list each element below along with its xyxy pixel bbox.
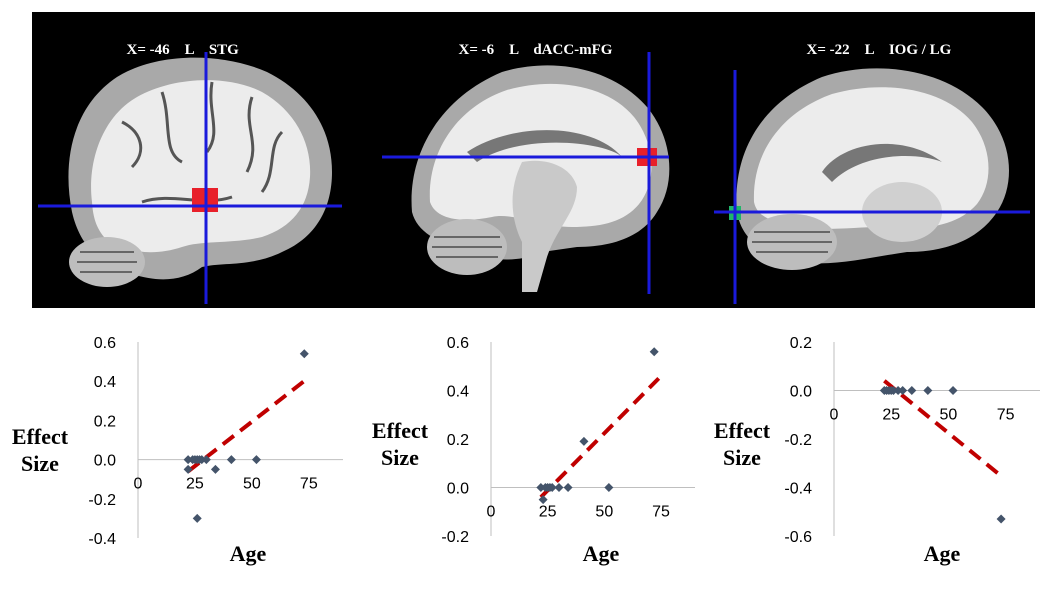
- x-tick-label: 50: [940, 407, 958, 424]
- y-tick-label: 0.2: [94, 413, 116, 430]
- data-point: [547, 483, 557, 492]
- y-axis-label-line1: Effect: [12, 424, 69, 449]
- brain-silhouette: [736, 68, 1009, 270]
- trendline: [539, 376, 661, 499]
- brain-slice-image: [382, 52, 670, 294]
- y-tick-label: -0.2: [784, 432, 812, 449]
- panel-coordinate-label: X= -46 L STG: [126, 42, 239, 58]
- x-tick-label: 75: [300, 476, 318, 493]
- scatter-chart-dacc: Effect Size Age -0.2 0.0 0.2 0.4 0.6 0 25 50 75: [372, 335, 695, 566]
- scatter-chart-iog: Effect Size Age -0.6 -0.4 -0.2 0.0 0.2 0 25 50 7…: [714, 335, 1040, 566]
- brain-slice-image: [714, 68, 1030, 304]
- x-tick-label: 50: [595, 504, 613, 521]
- y-axis-label-line2: Size: [723, 445, 761, 470]
- y-tick-label: 0.2: [447, 432, 469, 449]
- x-axis-label: Age: [230, 541, 267, 566]
- data-point: [893, 386, 903, 395]
- data-point: [201, 455, 211, 465]
- data-point: [898, 386, 908, 395]
- data-point: [210, 464, 220, 474]
- data-point: [923, 386, 933, 395]
- y-tick-label: 0.0: [447, 481, 469, 498]
- data-point: [554, 483, 564, 492]
- scatter-charts: Effect Size Age -0.4 -0.2 0.0 0.2 0.4 0.6 0 25 5…: [12, 335, 1040, 566]
- data-point: [536, 483, 546, 492]
- x-tick-label: 50: [243, 476, 261, 493]
- scatter-chart-stg: Effect Size Age -0.4 -0.2 0.0 0.2 0.4 0.6 0 25 5…: [12, 335, 343, 566]
- data-point: [183, 455, 193, 465]
- panel-coordinate-label: X= -22 L IOG / LG: [806, 42, 952, 58]
- y-axis-label-line2: Size: [381, 445, 419, 470]
- panel-coordinate-label: X= -6 L dACC-mFG: [458, 42, 613, 58]
- y-tick-label: 0.0: [790, 384, 812, 401]
- trendline: [883, 379, 1005, 480]
- x-tick-label: 25: [539, 504, 557, 521]
- x-tick-label: 25: [882, 407, 900, 424]
- x-tick-label: 0: [487, 504, 496, 521]
- y-tick-label: 0.6: [94, 335, 116, 352]
- x-tick-label: 75: [652, 504, 670, 521]
- y-tick-label: 0.0: [94, 453, 116, 470]
- brain-panel-stg: X= -46 L STG: [32, 12, 352, 308]
- y-tick-label: 0.6: [447, 335, 469, 352]
- data-point: [197, 455, 207, 465]
- y-tick-label: -0.6: [784, 529, 812, 546]
- data-point: [889, 386, 899, 395]
- data-point: [604, 483, 614, 492]
- data-point: [183, 464, 193, 474]
- y-tick-label: -0.4: [784, 481, 812, 498]
- x-tick-label: 75: [997, 407, 1015, 424]
- y-tick-label: 0.4: [447, 384, 469, 401]
- trendline: [186, 377, 308, 473]
- brain-silhouette: [411, 65, 670, 292]
- brain-slices-strip: X= -46 L STG X= -6 L dACC-mFG: [32, 12, 1035, 308]
- data-point: [996, 514, 1006, 524]
- x-axis-label: Age: [583, 541, 620, 566]
- data-point: [907, 386, 917, 395]
- x-axis-label: Age: [924, 541, 961, 566]
- data-point: [226, 455, 236, 465]
- brain-panel-dacc: X= -6 L dACC-mFG: [372, 12, 692, 308]
- data-point: [251, 455, 261, 465]
- data-point: [299, 349, 309, 359]
- y-axis-label-line2: Size: [21, 451, 59, 476]
- y-axis-label-line1: Effect: [714, 418, 771, 443]
- brain-silhouette: [68, 57, 332, 287]
- data-point: [563, 483, 573, 492]
- brain-panel-iog: X= -22 L IOG / LG: [712, 12, 1035, 308]
- brain-slice-image: [38, 52, 342, 304]
- data-point: [948, 386, 958, 395]
- y-tick-label: -0.4: [88, 531, 116, 548]
- y-tick-label: 0.4: [94, 374, 116, 391]
- data-point: [192, 513, 202, 523]
- x-tick-label: 0: [134, 476, 143, 493]
- y-axis-label-line1: Effect: [372, 418, 429, 443]
- y-tick-label: 0.2: [790, 335, 812, 352]
- data-point: [649, 347, 659, 357]
- x-tick-label: 25: [186, 476, 204, 493]
- data-point: [538, 495, 548, 505]
- data-point: [579, 436, 589, 446]
- x-tick-label: 0: [830, 407, 839, 424]
- y-tick-label: -0.2: [441, 529, 469, 546]
- y-tick-label: -0.2: [88, 492, 116, 509]
